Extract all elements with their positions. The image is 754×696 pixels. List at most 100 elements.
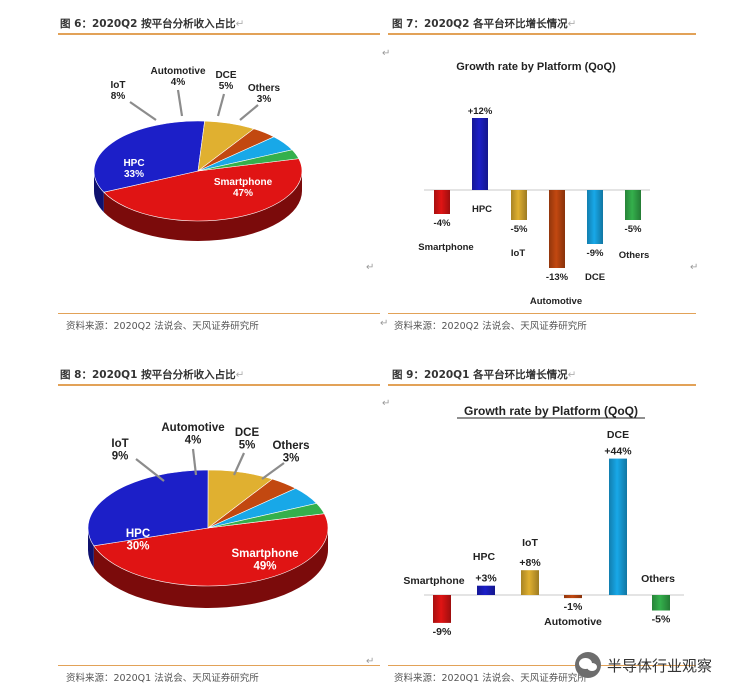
return-mark-icon: ↵ bbox=[382, 48, 391, 59]
bar-dce bbox=[609, 458, 627, 595]
bar-iot bbox=[511, 190, 527, 220]
bar-others bbox=[652, 595, 670, 611]
category-label-others: Others bbox=[619, 250, 650, 261]
pie-value-others: 3% bbox=[257, 94, 272, 105]
source-rule bbox=[388, 665, 696, 666]
data-label-iot: -5% bbox=[511, 224, 528, 235]
pie-label-hpc: HPC bbox=[123, 158, 144, 169]
leader-line-others bbox=[261, 462, 285, 480]
category-label-smartphone: Smartphone bbox=[403, 575, 464, 587]
data-label-automotive: -13% bbox=[546, 272, 569, 283]
pie-label-automotive: Automotive bbox=[151, 66, 206, 77]
pie-label-dce: DCE bbox=[215, 70, 236, 81]
data-label-iot: +8% bbox=[519, 557, 541, 569]
leader-line-dce bbox=[232, 452, 246, 476]
pie-value-iot: 9% bbox=[112, 451, 129, 463]
figure-8-caption: 图 8：2020Q1 按平台分析收入占比↵ bbox=[60, 369, 245, 381]
category-label-iot: IoT bbox=[511, 248, 525, 259]
figure-8-source: 资料来源：2020Q1 法说会、天风证券研究所 bbox=[66, 673, 259, 684]
category-label-dce: DCE bbox=[585, 272, 605, 283]
leader-line-others bbox=[239, 104, 259, 121]
source-rule bbox=[58, 313, 380, 314]
figure-7-source: 资料来源：2020Q2 法说会、天风证券研究所 bbox=[394, 321, 587, 332]
bar-automotive bbox=[549, 190, 565, 268]
pie-slice-hpc bbox=[87, 469, 209, 547]
pie-slice-smartphone bbox=[93, 513, 329, 587]
pie-value-dce: 5% bbox=[219, 81, 234, 92]
leader-line-iot bbox=[129, 101, 157, 121]
caption-rule bbox=[388, 384, 696, 386]
return-mark-icon: ↵ bbox=[382, 398, 391, 409]
pie-side-smartphone bbox=[103, 171, 302, 241]
figure-6-caption: 图 6：2020Q2 按平台分析收入占比↵ bbox=[60, 18, 245, 30]
chart-title: Growth rate by Platform (QoQ) bbox=[456, 61, 616, 73]
watermark-text: 半导体行业观察 bbox=[607, 656, 713, 675]
category-label-automotive: Automotive bbox=[530, 296, 582, 307]
wechat-watermark: 半导体行业观察 bbox=[575, 652, 712, 678]
data-label-others: -5% bbox=[625, 224, 642, 235]
leader-line-automotive bbox=[191, 448, 198, 476]
pie-slice-others bbox=[197, 149, 300, 172]
return-mark-icon: ↵ bbox=[380, 318, 389, 329]
bar-dce bbox=[587, 190, 603, 244]
category-label-smartphone: Smartphone bbox=[418, 242, 473, 253]
pie-value-automotive: 4% bbox=[171, 77, 186, 88]
return-mark-icon: ↵ bbox=[690, 262, 699, 273]
caption-rule bbox=[388, 33, 696, 35]
return-mark-icon: ↵ bbox=[366, 656, 375, 667]
figure-7-caption: 图 7：2020Q2 各平台环比增长情况↵ bbox=[392, 18, 577, 30]
data-label-hpc: +12% bbox=[468, 106, 493, 117]
bar-others bbox=[625, 190, 641, 220]
pie-value-smartphone: 47% bbox=[233, 188, 253, 199]
bar-smartphone bbox=[434, 190, 450, 214]
category-label-automotive: Automotive bbox=[544, 616, 602, 628]
leader-line-iot bbox=[135, 458, 165, 482]
wechat-icon bbox=[575, 652, 601, 678]
pie-value-iot: 8% bbox=[111, 91, 126, 102]
caption-rule bbox=[58, 384, 380, 386]
pie-value-dce: 5% bbox=[239, 440, 256, 452]
category-label-others: Others bbox=[641, 573, 675, 585]
category-label-dce: DCE bbox=[607, 429, 629, 441]
pie-label-hpc: HPC bbox=[126, 528, 150, 540]
pie-value-others: 3% bbox=[283, 453, 300, 465]
data-label-dce: -9% bbox=[587, 248, 604, 259]
pie-label-automotive: Automotive bbox=[161, 422, 224, 434]
bar-hpc bbox=[472, 118, 488, 190]
data-label-hpc: +3% bbox=[475, 573, 497, 585]
bar-chart-2020q2: Growth rate by Platform (QoQ) -4% Smartpho… bbox=[418, 61, 650, 307]
pie-label-dce: DCE bbox=[235, 427, 260, 439]
pie-side-smartphone bbox=[93, 528, 328, 608]
category-label-hpc: HPC bbox=[472, 204, 492, 215]
data-label-dce: +44% bbox=[604, 446, 632, 458]
data-label-smartphone: -9% bbox=[433, 626, 452, 638]
pie-slice-smartphone bbox=[103, 158, 303, 222]
pie-value-hpc: 33% bbox=[124, 169, 144, 180]
figure-6-source: 资料来源：2020Q2 法说会、天风证券研究所 bbox=[66, 321, 259, 332]
caption-rule bbox=[58, 33, 380, 35]
pie-label-smartphone: Smartphone bbox=[231, 548, 298, 560]
return-mark-icon: ↵ bbox=[366, 262, 375, 273]
bar-iot bbox=[521, 570, 539, 595]
bar-automotive bbox=[564, 595, 582, 599]
bar-smartphone bbox=[433, 595, 451, 623]
pie-side-hpc bbox=[94, 171, 104, 213]
pie-value-automotive: 4% bbox=[185, 435, 202, 447]
pie-label-smartphone: Smartphone bbox=[214, 177, 273, 188]
pie-value-smartphone: 49% bbox=[253, 561, 276, 573]
bar-chart-2020q1: Growth rate by Platform (QoQ) -9% Smartpho… bbox=[403, 404, 684, 638]
bar-hpc bbox=[477, 585, 495, 595]
data-label-smartphone: -4% bbox=[434, 218, 451, 229]
pie-label-iot: IoT bbox=[111, 80, 126, 91]
source-rule bbox=[388, 313, 696, 314]
category-label-iot: IoT bbox=[522, 537, 538, 549]
figure-9-caption: 图 9：2020Q1 各平台环比增长情况↵ bbox=[392, 369, 577, 381]
data-label-others: -5% bbox=[652, 614, 671, 626]
leader-line-automotive bbox=[176, 89, 184, 117]
chart-title: Growth rate by Platform (QoQ) bbox=[464, 404, 638, 418]
pie-label-iot: IoT bbox=[111, 438, 128, 450]
pie-label-others: Others bbox=[248, 83, 281, 94]
pie-slice-hpc bbox=[93, 120, 206, 193]
